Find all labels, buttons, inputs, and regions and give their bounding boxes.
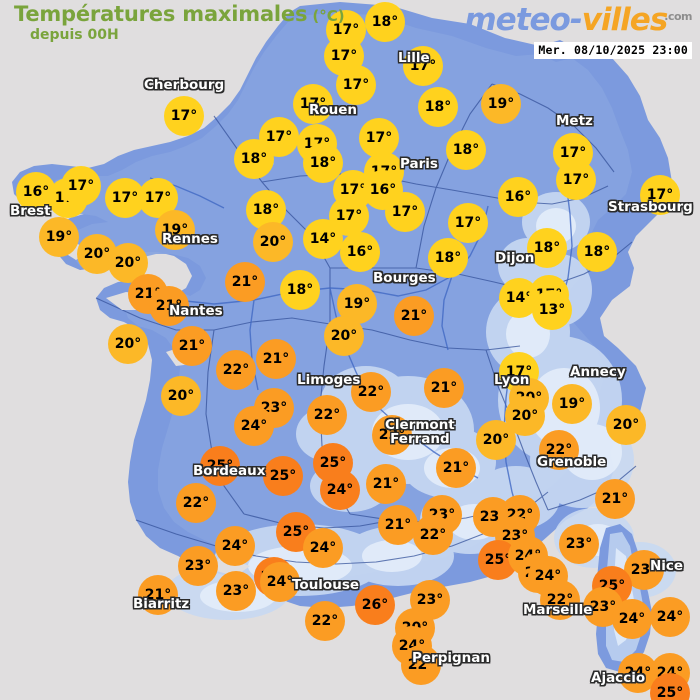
temperature-bubble: 17° [640, 175, 680, 215]
temperature-bubble: 20° [324, 316, 364, 356]
temperature-bubble: 24° [320, 470, 360, 510]
temperature-bubble: 14° [303, 219, 343, 259]
temperature-bubble: 24° [234, 406, 274, 446]
temperature-bubble: 18° [527, 228, 567, 268]
temperature-bubble: 17° [164, 96, 204, 136]
temperature-bubble: 23° [410, 580, 450, 620]
temperature-bubble: 18° [428, 238, 468, 278]
temperature-bubble: 21° [436, 448, 476, 488]
temperature-bubble: 22° [351, 372, 391, 412]
temperature-bubble: 25° [200, 446, 240, 486]
temperature-bubble: 21° [225, 262, 265, 302]
temperature-bubble: 19° [552, 384, 592, 424]
temperature-bubble: 24° [612, 599, 652, 639]
temperature-bubble: 17° [138, 178, 178, 218]
temperature-bubble: 17° [259, 117, 299, 157]
temperature-bubble: 21° [394, 296, 434, 336]
temperature-bubble: 22° [539, 430, 579, 470]
temperature-bubble: 21° [424, 368, 464, 408]
temperature-bubble: 26° [355, 585, 395, 625]
temperature-bubble: 21° [595, 479, 635, 519]
temperature-bubble: 24° [303, 528, 343, 568]
temperature-bubble: 22° [216, 350, 256, 390]
site-logo[interactable]: meteo-villes.com Mer. 08/10/2025 23:00 [464, 2, 692, 59]
temperature-bubble: 20° [161, 376, 201, 416]
temperature-bubble: 18° [234, 139, 274, 179]
temperature-bubble: 21° [172, 326, 212, 366]
temperature-bubble: 17° [359, 118, 399, 158]
temperature-bubble: 18° [280, 270, 320, 310]
temperature-bubble: 17° [556, 160, 596, 200]
logo-wordmark[interactable]: meteo-villes.com [464, 2, 692, 38]
temperature-bubble: 21° [378, 505, 418, 545]
logo-villes-text: villes [581, 2, 669, 38]
temperature-bubble: 25° [650, 673, 690, 700]
temperature-bubble: 18° [577, 232, 617, 272]
temperature-bubble: 22° [307, 395, 347, 435]
temperature-bubble: 18° [303, 143, 343, 183]
temperature-bubble: 17° [61, 166, 101, 206]
temperature-bubble: 16° [340, 232, 380, 272]
temperature-bubble: 19° [481, 84, 521, 124]
temperature-bubble: 17° [336, 65, 376, 105]
temperature-bubble: 22° [540, 580, 580, 620]
temperature-bubble: 20° [606, 405, 646, 445]
temperature-bubble: 22° [305, 601, 345, 641]
temperature-bubble: 20° [108, 324, 148, 364]
temperature-bubble: 21° [149, 286, 189, 326]
temperature-bubble: 13° [532, 290, 572, 330]
temperature-bubble: 19° [39, 217, 79, 257]
temperature-bubble: 20° [253, 222, 293, 262]
temperature-bubble: 23° [216, 571, 256, 611]
temperature-bubble: 24° [650, 597, 690, 637]
temperature-bubble: 22° [176, 483, 216, 523]
temperature-bubble: 22° [401, 645, 441, 685]
temperature-bubble: 23° [559, 524, 599, 564]
temperature-bubble: 22° [372, 415, 412, 455]
temperature-bubble: 18° [365, 2, 405, 42]
temperature-bubble: 21° [366, 464, 406, 504]
temperature-bubble: 19° [155, 210, 195, 250]
temperature-bubble: 24° [260, 562, 300, 602]
temperature-bubble: 18° [418, 87, 458, 127]
logo-meteo-text: meteo- [464, 2, 582, 38]
temperature-bubble: 17° [403, 46, 443, 86]
temperature-bubble: 20° [476, 420, 516, 460]
temperature-bubble: 18° [446, 130, 486, 170]
temperature-bubble: 21° [256, 339, 296, 379]
temperature-bubble: 25° [478, 540, 518, 580]
temperature-bubble: 24° [215, 526, 255, 566]
temperature-bubble: 17° [448, 203, 488, 243]
logo-com-text: .com [664, 10, 692, 23]
temperature-bubble: 22° [413, 515, 453, 555]
temperature-bubble: 17° [385, 192, 425, 232]
temperature-bubble: 25° [263, 456, 303, 496]
temperature-bubble: 23° [178, 546, 218, 586]
timestamp-label: Mer. 08/10/2025 23:00 [534, 42, 692, 59]
temperature-bubble: 16° [498, 177, 538, 217]
temperature-bubble: 17° [329, 196, 369, 236]
temperature-bubble: 21° [138, 575, 178, 615]
temperature-bubble: 17° [293, 84, 333, 124]
